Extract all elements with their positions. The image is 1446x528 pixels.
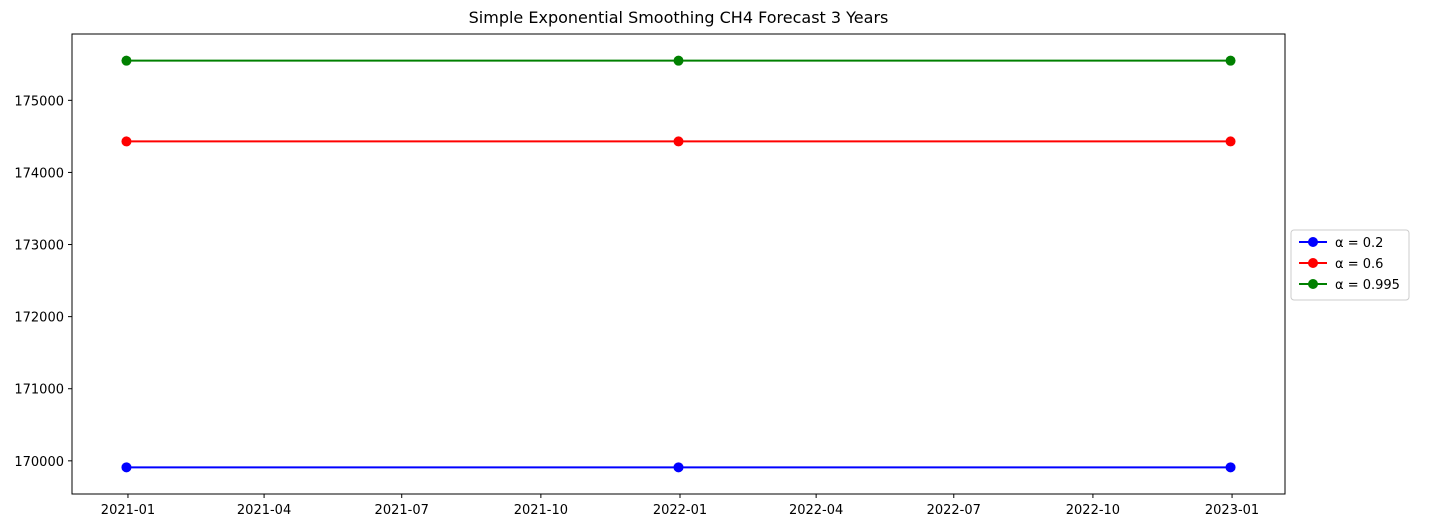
x-tick-label: 2021-10	[514, 503, 568, 518]
x-tick-label: 2022-07	[927, 503, 981, 518]
series-1	[121, 136, 1236, 147]
x-tick-label: 2022-04	[789, 503, 843, 518]
series-0	[121, 462, 1236, 473]
data-point	[121, 55, 132, 66]
y-tick-label: 173000	[14, 239, 64, 254]
y-axis: 170000 171000 172000 173000 174000 175000	[14, 94, 72, 470]
data-point	[1225, 55, 1236, 66]
x-tick-label: 2023-01	[1205, 503, 1259, 518]
legend-label: α = 0.6	[1335, 257, 1383, 272]
legend: α = 0.2 α = 0.6 α = 0.995	[1290, 229, 1410, 301]
x-tick-label: 2021-01	[101, 503, 155, 518]
legend-item: α = 0.995	[1299, 278, 1400, 293]
data-point	[673, 55, 684, 66]
legend-box	[1290, 229, 1410, 301]
y-tick-label: 172000	[14, 311, 64, 326]
x-axis: 2021-01 2021-04 2021-07 2021-10 2022-01 2022-…	[101, 494, 1259, 518]
y-tick-label: 170000	[14, 455, 64, 470]
data-point	[121, 136, 132, 147]
plot-area	[71, 33, 1286, 495]
x-tick-label: 2021-04	[237, 503, 291, 518]
data-point	[1225, 462, 1236, 473]
legend-item: α = 0.2	[1299, 236, 1383, 251]
data-point	[1225, 136, 1236, 147]
x-tick-label: 2021-07	[375, 503, 429, 518]
series-layer	[121, 55, 1236, 473]
legend-swatch-marker	[1308, 258, 1318, 268]
chart-title: Simple Exponential Smoothing CH4 Forecas…	[469, 8, 889, 27]
legend-item: α = 0.6	[1299, 257, 1383, 272]
y-tick-label: 171000	[14, 383, 64, 398]
legend-swatch-marker	[1308, 279, 1318, 289]
legend-label: α = 0.995	[1335, 278, 1400, 293]
legend-label: α = 0.2	[1335, 236, 1383, 251]
x-tick-label: 2022-01	[653, 503, 707, 518]
data-point	[121, 462, 132, 473]
series-2	[121, 55, 1236, 66]
x-tick-label: 2022-10	[1066, 503, 1120, 518]
data-point	[673, 462, 684, 473]
legend-swatch-marker	[1308, 237, 1318, 247]
y-tick-label: 175000	[14, 94, 64, 109]
y-tick-label: 174000	[14, 166, 64, 181]
data-point	[673, 136, 684, 147]
